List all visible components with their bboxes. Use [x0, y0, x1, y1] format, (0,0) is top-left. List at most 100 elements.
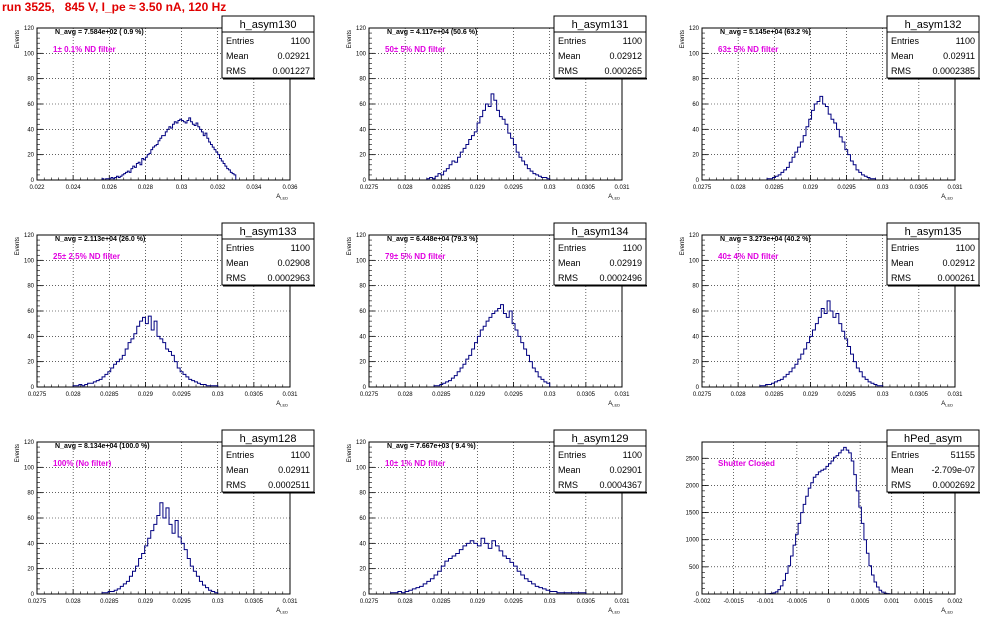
histogram-name: hPed_asym [904, 433, 962, 445]
histogram-outline [101, 502, 219, 594]
y-tick-label: 0 [363, 385, 367, 391]
stats-label: Entries [226, 36, 255, 46]
y-tick-label: 60 [359, 309, 366, 315]
y-tick-label: 80 [692, 77, 699, 83]
x-tick-label: 0.029 [803, 185, 819, 191]
histogram-name: h_asym132 [905, 19, 962, 31]
filter-note: Shutter Closed [718, 459, 775, 468]
x-tick-label: 0.024 [66, 185, 82, 191]
y-tick-label: 60 [692, 309, 699, 315]
x-axis-title: ALED [608, 608, 620, 615]
x-tick-label: 0.002 [947, 599, 963, 605]
x-tick-label: 0.0275 [360, 599, 379, 605]
histogram-outline [766, 95, 876, 180]
y-tick-label: 40 [27, 334, 34, 340]
filter-note: 1± 0.1% ND filter [53, 45, 116, 54]
y-tick-label: 40 [27, 127, 34, 133]
y-tick-label: 100 [356, 51, 367, 57]
stats-label: Mean [226, 258, 249, 268]
y-tick-label: 20 [27, 360, 34, 366]
y-tick-label: 20 [692, 360, 699, 366]
x-tick-label: 0.0015 [914, 599, 933, 605]
stats-value: 0.000265 [604, 66, 642, 76]
y-tick-label: 100 [24, 51, 35, 57]
y-tick-label: 500 [689, 565, 700, 571]
x-tick-label: 0.028 [398, 392, 414, 398]
x-tick-label: 0.0275 [360, 392, 379, 398]
y-tick-label: 60 [359, 102, 366, 108]
stats-label: RMS [558, 273, 578, 283]
x-tick-label: 0.031 [947, 392, 963, 398]
navg-label: N_avg = 8.134e+04 (100.0 %) [55, 443, 150, 450]
y-tick-label: 120 [24, 233, 35, 239]
x-tick-label: 0.031 [614, 392, 630, 398]
stats-label: Mean [558, 465, 581, 475]
plot-frame [368, 234, 623, 388]
plot-frame [36, 234, 291, 388]
x-axis-title: ALED [276, 608, 288, 615]
stats-box [553, 15, 647, 79]
stats-label: RMS [558, 66, 578, 76]
stats-value: 1100 [291, 36, 310, 46]
histogram-pad: -0.002 -0.0015 -0.001 -0.0005 0 0.0005 0.001 0.… [686, 429, 980, 615]
navg-label: N_avg = 7.667e+03 ( 9.4 %) [387, 443, 476, 450]
stats-label: RMS [226, 66, 246, 76]
y-tick-label: 0 [363, 178, 367, 184]
x-tick-label: 0.029 [470, 392, 486, 398]
stats-value: -2.709e-07 [931, 465, 975, 475]
plot-frame [368, 27, 623, 181]
stats-value: 0.02912 [942, 258, 975, 268]
histogram-pad: 0.0275 0.028 0.0285 0.029 0.0295 0.03 0.0305 0.… [15, 429, 315, 615]
y-axis-title: Events [680, 30, 686, 48]
x-tick-label: 0.034 [246, 185, 262, 191]
y-axis-title: Events [15, 237, 21, 255]
x-tick-label: 0.026 [102, 185, 118, 191]
stats-box [553, 429, 647, 493]
x-tick-label: 0.03 [212, 392, 224, 398]
stats-box [886, 222, 980, 286]
x-axis-title: ALED [941, 194, 953, 201]
plot-frame [701, 441, 956, 595]
x-tick-label: 0.0305 [577, 392, 596, 398]
histogram-pad: 0.0275 0.028 0.0285 0.029 0.0295 0.03 0.0305 0.… [347, 429, 647, 615]
x-tick-label: 0.0295 [172, 599, 191, 605]
x-tick-label: 0.029 [138, 392, 154, 398]
x-tick-label: 0.029 [138, 599, 154, 605]
x-tick-label: 0.0275 [28, 392, 47, 398]
y-tick-label: 80 [27, 284, 34, 290]
x-tick-label: 0.0285 [432, 392, 451, 398]
x-tick-label: 0.03 [877, 185, 889, 191]
stats-label: Mean [891, 465, 914, 475]
y-tick-label: 0 [696, 178, 700, 184]
x-tick-label: 0.028 [731, 185, 747, 191]
x-tick-label: 0.029 [803, 392, 819, 398]
x-tick-label: 0.0285 [765, 185, 784, 191]
stats-value: 1100 [623, 450, 642, 460]
filter-note: 79± 5% ND filter [385, 252, 445, 261]
y-axis-title: Events [15, 30, 21, 48]
y-tick-label: 100 [24, 258, 35, 264]
stats-shadow [223, 492, 315, 494]
stats-value: 1100 [623, 36, 642, 46]
stats-label: Mean [891, 258, 914, 268]
y-tick-label: 40 [359, 541, 366, 547]
x-tick-label: 0.028 [398, 185, 414, 191]
stats-label: Mean [558, 258, 581, 268]
stats-value: 0.02901 [609, 465, 642, 475]
x-tick-label: 0.036 [282, 185, 298, 191]
x-tick-label: 0.0305 [910, 185, 929, 191]
y-tick-label: 120 [356, 26, 367, 32]
stats-shadow [555, 285, 647, 287]
stats-label: RMS [558, 480, 578, 490]
filter-note: 40± 4% ND filter [718, 252, 778, 261]
stats-label: Entries [226, 450, 255, 460]
x-tick-label: 0.03 [544, 185, 556, 191]
histogram-outline [100, 117, 237, 181]
y-tick-label: 20 [359, 153, 366, 159]
x-tick-label: -0.0015 [723, 599, 744, 605]
x-tick-label: 0 [827, 599, 831, 605]
x-tick-label: 0.0285 [100, 599, 119, 605]
stats-shadow [223, 78, 315, 80]
plot-frame [368, 441, 623, 595]
histogram-outline [759, 300, 884, 387]
